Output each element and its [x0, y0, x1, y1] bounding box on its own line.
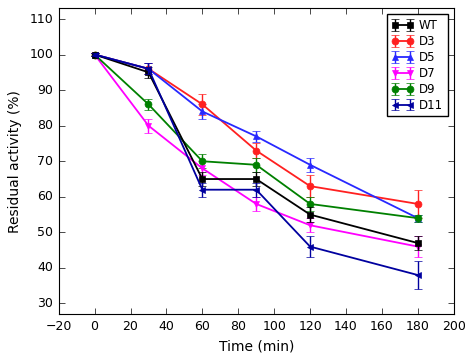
X-axis label: Time (min): Time (min) — [219, 340, 294, 354]
Y-axis label: Residual activity (%): Residual activity (%) — [9, 90, 22, 233]
Legend: WT, D3, D5, D7, D9, D11: WT, D3, D5, D7, D9, D11 — [387, 14, 448, 117]
